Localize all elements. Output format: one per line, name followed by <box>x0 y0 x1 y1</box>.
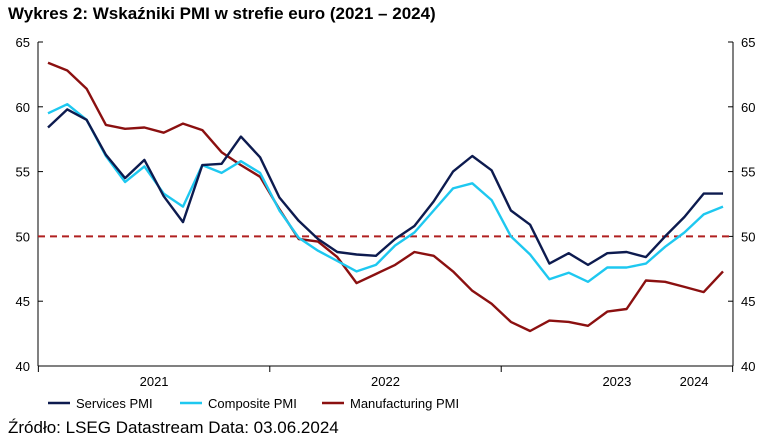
x-tick-label: 2024 <box>680 374 709 389</box>
legend: Services PMI Composite PMI Manufacturing P… <box>48 396 459 411</box>
services-pmi-legend-label: Services PMI <box>76 396 153 411</box>
y-tick-label-left: 65 <box>16 35 30 50</box>
x-tick-label: 2023 <box>602 374 631 389</box>
manufacturing-pmi-legend-label: Manufacturing PMI <box>350 396 459 411</box>
y-tick-label-left: 60 <box>16 100 30 115</box>
y-tick-label-right: 50 <box>741 229 755 244</box>
composite-pmi-line <box>47 102 724 283</box>
manufacturing-pmi-line <box>47 61 724 333</box>
composite-pmi-legend-label: Composite PMI <box>208 396 297 411</box>
x-tick-label: 2021 <box>140 374 169 389</box>
y-tick-label-left: 50 <box>16 229 30 244</box>
source-note: Źródło: LSEG Datastream Data: 03.06.2024 <box>8 418 339 437</box>
y-tick-label-right: 60 <box>741 100 755 115</box>
y-tick-label-right: 40 <box>741 359 755 374</box>
chart-axes: 40 40 45 45 50 50 55 55 60 60 65 65 2021 2022 2023 2024 <box>16 35 756 389</box>
y-tick-label-left: 40 <box>16 359 30 374</box>
chart-title: Wykres 2: Wskaźniki PMI w strefie euro (… <box>8 4 436 23</box>
y-tick-label-right: 45 <box>741 294 755 309</box>
y-tick-label-left: 55 <box>16 165 30 180</box>
y-tick-label-left: 45 <box>16 294 30 309</box>
y-tick-label-right: 55 <box>741 165 755 180</box>
x-tick-label: 2022 <box>371 374 400 389</box>
y-tick-label-right: 65 <box>741 35 755 50</box>
services-pmi-line <box>47 108 723 267</box>
series-lines <box>47 61 724 333</box>
